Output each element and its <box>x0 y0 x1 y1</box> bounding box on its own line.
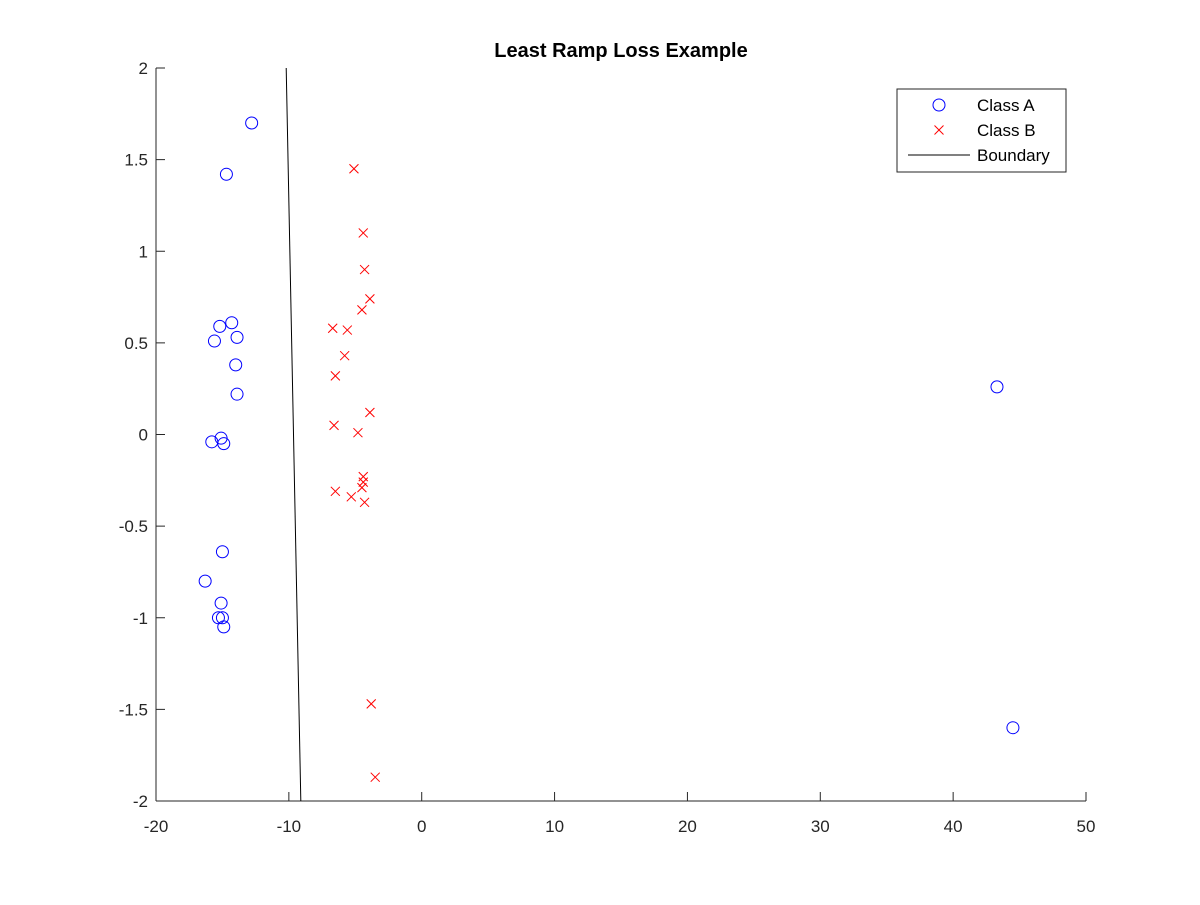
x-marker-stroke <box>365 407 375 418</box>
series-class-a-point <box>198 574 212 588</box>
series-class-a-point <box>229 358 243 372</box>
series-class-b-point <box>357 482 367 493</box>
legend-swatch-class-a <box>932 98 946 112</box>
series-class-b-point <box>358 477 369 487</box>
x-tick-label: 0 <box>417 817 426 836</box>
series-class-a-point <box>230 330 244 344</box>
series-class-b-point <box>329 420 339 431</box>
series-class-a-point <box>245 116 259 130</box>
x-marker-stroke <box>366 699 377 709</box>
x-marker-stroke <box>370 772 381 783</box>
series-class-a-point <box>213 319 227 333</box>
x-tick-label: -20 <box>144 817 169 836</box>
x-tick-label: 50 <box>1077 817 1096 836</box>
y-tick-label: 0 <box>139 426 148 445</box>
series-class-b-point <box>346 491 357 502</box>
x-marker-stroke <box>330 486 341 497</box>
y-tick-label: -1 <box>133 609 148 628</box>
y-tick-label: -1.5 <box>119 700 148 719</box>
series-class-b-point <box>330 486 341 497</box>
series-class-b-point <box>359 264 370 275</box>
series-boundary-line <box>285 67 302 802</box>
x-marker-stroke <box>329 420 339 431</box>
legend-label-class-a: Class A <box>977 96 1035 115</box>
x-marker-stroke <box>358 228 369 238</box>
x-tick-label: 40 <box>944 817 963 836</box>
series-class-b-point <box>370 772 381 783</box>
series-class-b-point <box>330 371 341 381</box>
x-marker-stroke <box>359 497 370 508</box>
series-class-b-point <box>365 407 375 418</box>
series-class-a-point <box>219 167 233 181</box>
x-marker-stroke <box>339 350 350 361</box>
x-marker-stroke <box>349 163 359 174</box>
series-class-a-point <box>215 545 229 559</box>
series-class-a-point <box>217 620 231 634</box>
x-marker-stroke <box>934 125 944 135</box>
legend: Class A Class B Boundary <box>896 88 1067 173</box>
series-class-b-point <box>349 163 359 174</box>
series-class-b-point <box>342 325 353 335</box>
series-class-a-point <box>215 611 229 625</box>
series-class-b-point <box>358 471 369 482</box>
series-class-b-point <box>366 699 377 709</box>
legend-box <box>896 88 1067 173</box>
x-tick-label: 20 <box>678 817 697 836</box>
y-tick-label: 1 <box>139 242 148 261</box>
plot-area <box>198 67 1020 802</box>
series-class-a-point <box>225 316 239 330</box>
x-marker-stroke <box>342 325 353 335</box>
y-tick-label: 1.5 <box>124 151 148 170</box>
series-class-a-point <box>230 387 244 401</box>
x-tick-label: -10 <box>277 817 302 836</box>
x-marker-stroke <box>359 264 370 275</box>
x-marker-stroke <box>346 491 357 502</box>
series-class-a-point <box>214 596 228 610</box>
series-class-b-point <box>359 497 370 508</box>
series-class-a-point <box>1006 721 1020 735</box>
series-class-b-point <box>365 294 375 304</box>
y-tick-label: 0.5 <box>124 334 148 353</box>
axes: -20 -10 0 10 20 30 40 50 -2 -1.5 -1 -0.5 0 0.5 1 1.5 2 <box>119 59 1096 836</box>
chart-title: Least Ramp Loss Example <box>494 40 747 62</box>
series-class-a-point <box>207 334 221 348</box>
series-class-b-point <box>353 427 363 438</box>
y-tick-label: -2 <box>133 792 148 811</box>
x-marker-stroke <box>358 477 369 487</box>
x-tick-label: 30 <box>811 817 830 836</box>
legend-swatch-class-b <box>934 125 944 135</box>
x-marker-stroke <box>353 427 363 438</box>
x-marker-stroke <box>327 323 338 334</box>
series-class-b-point <box>358 228 369 238</box>
legend-label-boundary: Boundary <box>977 146 1050 165</box>
series-class-b-point <box>327 323 338 334</box>
y-tick-label: 2 <box>139 59 148 78</box>
x-marker-stroke <box>357 482 367 493</box>
legend-label-class-b: Class B <box>977 121 1036 140</box>
x-tick-label: 10 <box>545 817 564 836</box>
x-marker-stroke <box>330 371 341 381</box>
series-class-a-point <box>990 380 1004 394</box>
x-marker-stroke <box>365 294 375 304</box>
x-marker-stroke <box>357 305 367 315</box>
series-class-b-point <box>339 350 350 361</box>
y-tick-label: -0.5 <box>119 517 148 536</box>
series-class-b-point <box>357 305 367 315</box>
series-class-a-point <box>217 437 231 451</box>
